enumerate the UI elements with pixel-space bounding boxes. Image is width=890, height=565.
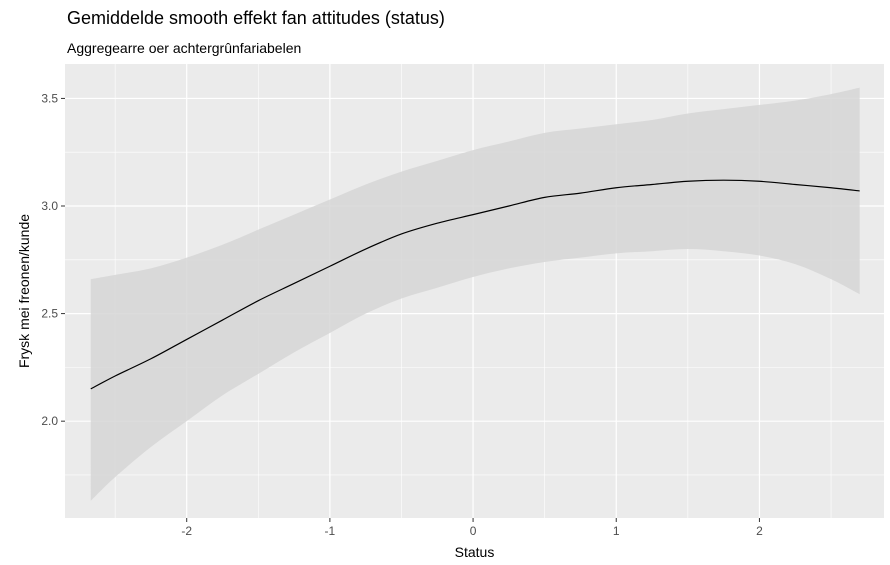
chart-subtitle: Aggregearre oer achtergrûnfariabelen — [67, 40, 302, 56]
x-tick-label: -1 — [325, 524, 336, 538]
x-axis-title: Status — [455, 544, 495, 560]
x-tick-label: 0 — [470, 524, 477, 538]
smooth-line — [90, 179, 860, 390]
x-tick-label: -2 — [181, 524, 192, 538]
y-tick-label: 2.5 — [41, 307, 58, 321]
x-tick-label: 1 — [613, 524, 620, 538]
chart-title: Gemiddelde smooth effekt fan attitudes (… — [67, 8, 445, 28]
y-axis-ticks: 2.0 2.5 3.0 3.5 — [41, 91, 65, 428]
major-gridlines — [65, 64, 884, 518]
x-tick-label: 2 — [756, 524, 763, 538]
y-tick-label: 3.0 — [41, 199, 58, 213]
y-tick-label: 2.0 — [41, 414, 58, 428]
y-axis-title: Frysk mei freonen/kunde — [16, 214, 32, 368]
x-axis-ticks: -2 -1 0 1 2 — [181, 518, 763, 538]
y-tick-label: 3.5 — [41, 91, 58, 105]
confidence-band — [90, 87, 860, 501]
